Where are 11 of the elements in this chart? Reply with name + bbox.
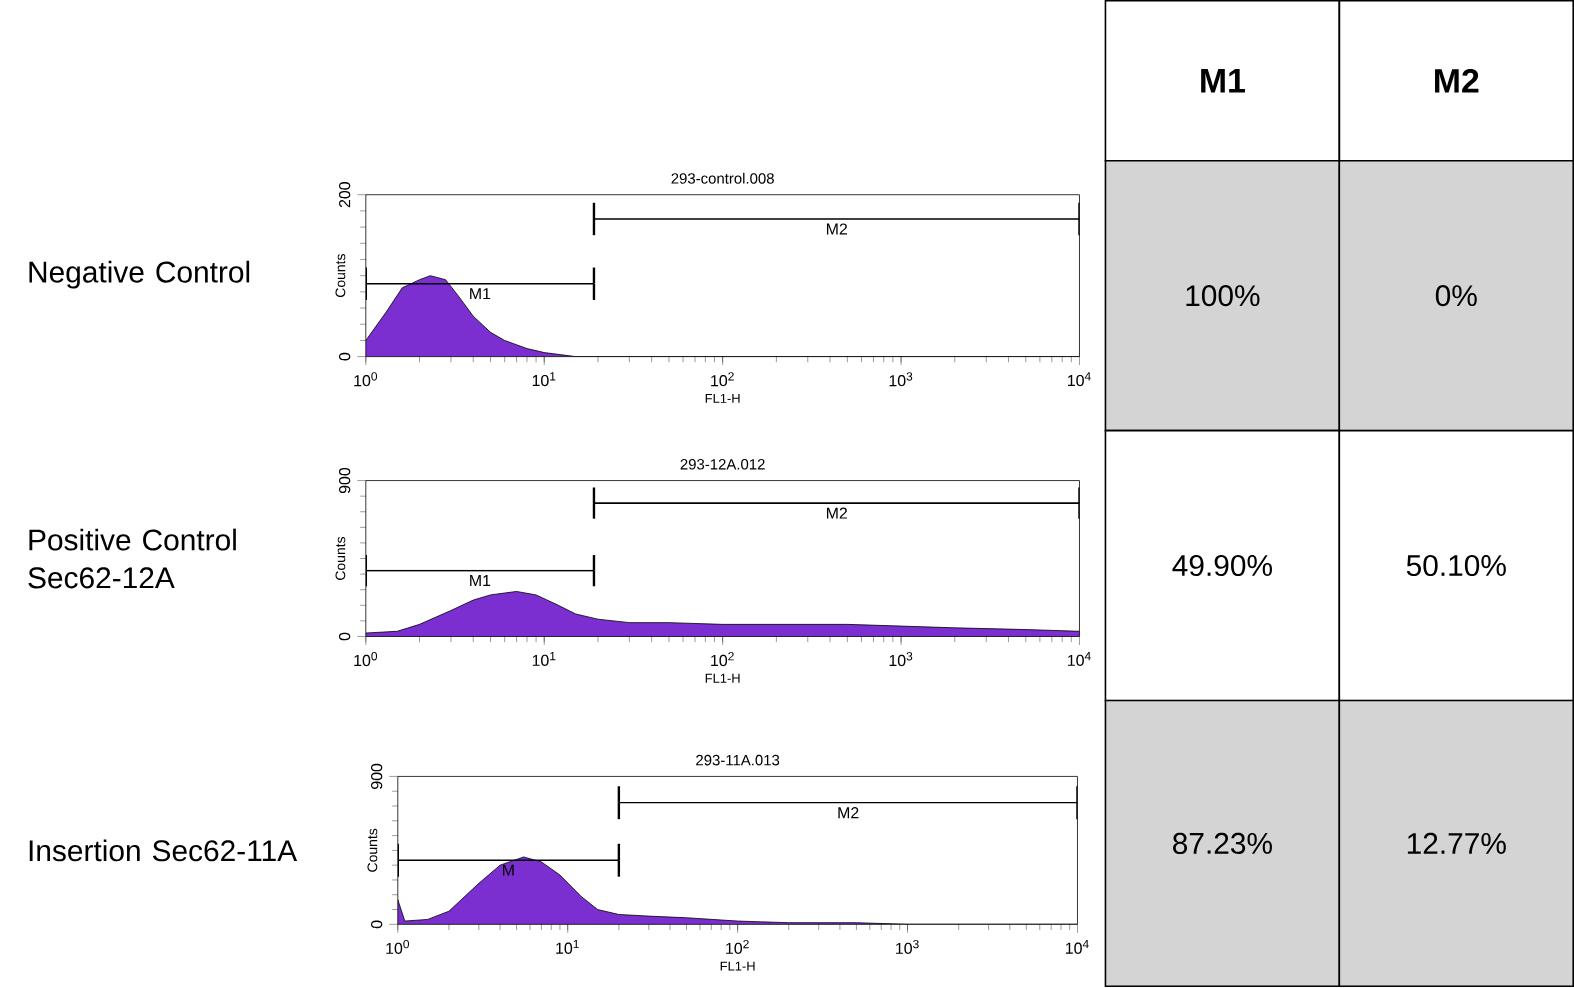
text: Insertion Sec62-11A [29,839,298,862]
category-label: M2 [1435,69,1479,94]
text: 87.23% [1173,833,1272,855]
text: 0% [1435,285,1477,307]
text: Negative Control [29,261,250,290]
text: 50.10% [1406,555,1506,577]
text: 49.90% [1172,555,1272,577]
text: 100% [1186,285,1260,307]
category-label: M1 [1201,69,1245,93]
text: Positive Control Sec62-12A [28,529,236,589]
text: 12.77% [1407,833,1506,855]
